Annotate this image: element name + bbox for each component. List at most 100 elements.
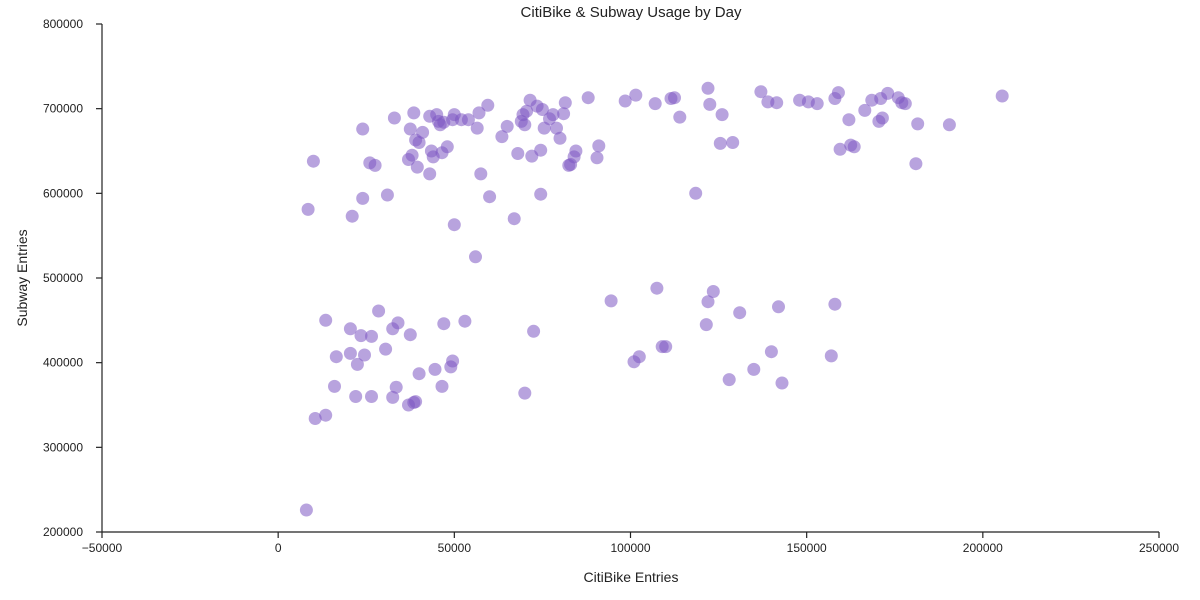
data-point (699, 318, 713, 332)
data-point (518, 118, 532, 132)
data-point (733, 306, 747, 320)
data-point (416, 125, 430, 139)
data-point (470, 121, 484, 135)
data-point (518, 386, 532, 400)
data-point (412, 367, 426, 381)
data-point (405, 148, 419, 162)
data-point (483, 190, 497, 204)
data-point (553, 131, 567, 145)
data-point (308, 412, 322, 425)
data-point (428, 362, 442, 376)
data-point (319, 313, 333, 327)
data-point (847, 140, 861, 154)
data-point (713, 136, 727, 150)
y-axis-label: Subway Entries (14, 229, 30, 326)
data-point (299, 503, 313, 517)
data-point (911, 117, 925, 131)
data-point (701, 295, 715, 309)
x-tick-label: 150000 (787, 541, 827, 555)
data-point (389, 380, 403, 394)
data-point (831, 86, 845, 100)
y-tick-label: 300000 (43, 440, 83, 454)
data-point (379, 342, 393, 356)
data-point (319, 408, 333, 422)
data-point (446, 354, 460, 368)
x-tick-label: −50000 (82, 541, 123, 555)
data-point (409, 395, 423, 409)
data-point (715, 108, 729, 122)
data-point (842, 113, 856, 127)
data-point (942, 118, 956, 132)
data-point (435, 379, 449, 393)
data-point (387, 111, 401, 125)
data-point (632, 350, 646, 364)
data-point (592, 139, 606, 153)
data-point (365, 390, 378, 403)
data-point (386, 390, 400, 404)
data-point (706, 285, 720, 298)
data-point (668, 91, 681, 105)
x-tick-label: 250000 (1139, 541, 1179, 555)
data-point (772, 300, 785, 314)
data-point (569, 144, 583, 158)
y-tick-label: 400000 (43, 356, 83, 370)
data-point (534, 187, 548, 201)
data-point (437, 317, 451, 331)
data-point (461, 113, 475, 127)
data-point (824, 349, 838, 363)
data-point (495, 130, 509, 144)
data-point (673, 110, 687, 124)
data-point (648, 97, 662, 111)
data-point (343, 346, 357, 360)
axes: −50000 0 50000 100000 150000 200000 250000 2000… (43, 17, 1179, 555)
data-point (828, 297, 842, 311)
data-point (535, 103, 549, 116)
y-tick-label: 700000 (43, 102, 83, 116)
data-point (329, 350, 343, 364)
data-point (412, 136, 426, 149)
data-point (810, 97, 824, 111)
data-point (833, 142, 847, 156)
data-point (659, 340, 673, 354)
data-point (520, 104, 534, 118)
data-point (407, 106, 421, 120)
y-tick-label: 200000 (43, 525, 83, 539)
data-point (356, 191, 370, 205)
data-point (481, 98, 495, 112)
data-point (474, 167, 488, 181)
data-point (372, 304, 386, 318)
data-point (472, 106, 486, 120)
data-point (604, 294, 618, 308)
data-point (403, 328, 417, 342)
y-tick-label: 600000 (43, 186, 83, 200)
x-tick-label: 200000 (963, 541, 1003, 555)
x-tick-label: 100000 (610, 541, 650, 555)
data-point (306, 154, 320, 168)
data-point (527, 324, 541, 338)
y-tick-label: 800000 (43, 17, 83, 31)
y-tick-label: 500000 (43, 271, 83, 285)
data-point (500, 119, 514, 133)
data-point (703, 97, 717, 111)
data-point (440, 140, 454, 154)
data-point (581, 91, 595, 105)
data-point (770, 96, 784, 110)
data-point (350, 357, 364, 371)
data-point (909, 157, 923, 171)
data-point (858, 103, 872, 117)
x-tick-label: 50000 (438, 541, 472, 555)
data-point (557, 107, 571, 121)
data-point (546, 108, 560, 122)
chart-title: CitiBike & Subway Usage by Day (521, 4, 742, 21)
data-point (368, 158, 382, 172)
data-point (629, 88, 643, 102)
data-point (507, 212, 521, 226)
data-points (299, 81, 1009, 517)
data-point (447, 218, 461, 232)
data-point (726, 136, 740, 149)
data-point (345, 209, 359, 223)
data-point (590, 151, 604, 165)
data-point (722, 373, 736, 387)
